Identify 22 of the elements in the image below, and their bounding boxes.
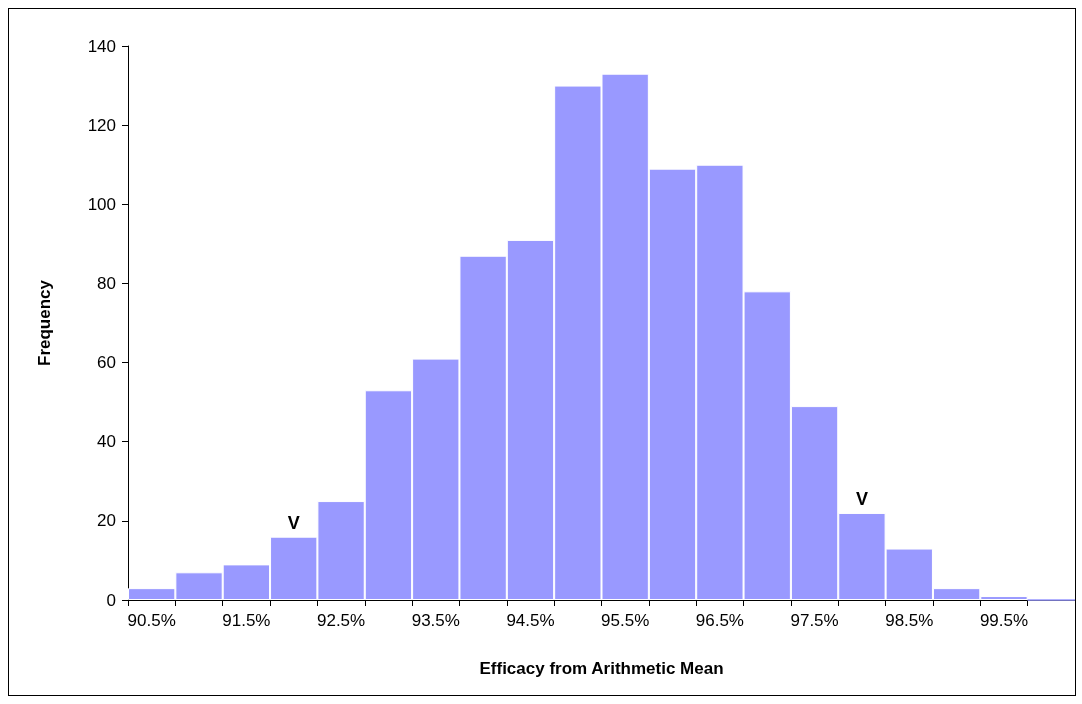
x-tick-label: 99.5%	[979, 611, 1029, 630]
data-label: V	[855, 488, 868, 509]
x-tick-label: 94.5%	[506, 611, 555, 630]
y-tick-label: 0	[106, 590, 116, 610]
y-tick-label: 140	[87, 36, 116, 56]
x-tick-label: 95.5%	[601, 611, 650, 630]
x-tick-label: 96.5%	[695, 611, 744, 630]
x-tick-label: 97.5%	[790, 611, 839, 630]
y-tick-label: 60	[97, 353, 116, 373]
x-tick-label: 91.5%	[222, 611, 271, 630]
x-tick-label: 90.5%	[127, 611, 176, 630]
y-tick-label: 100	[87, 194, 116, 214]
x-axis-title: Efficacy from Arithmetic Mean	[479, 659, 724, 678]
y-tick-label: 20	[97, 511, 116, 531]
x-tick-label: 93.5%	[411, 611, 460, 630]
data-label: V	[287, 512, 300, 533]
y-axis-title: Frequency	[35, 279, 54, 366]
x-tick-label: 98.5%	[885, 611, 934, 630]
y-tick-label: 80	[97, 273, 116, 293]
y-tick-label: 40	[97, 432, 116, 452]
x-tick-label: 92.5%	[316, 611, 366, 630]
y-tick-label: 120	[87, 115, 116, 135]
